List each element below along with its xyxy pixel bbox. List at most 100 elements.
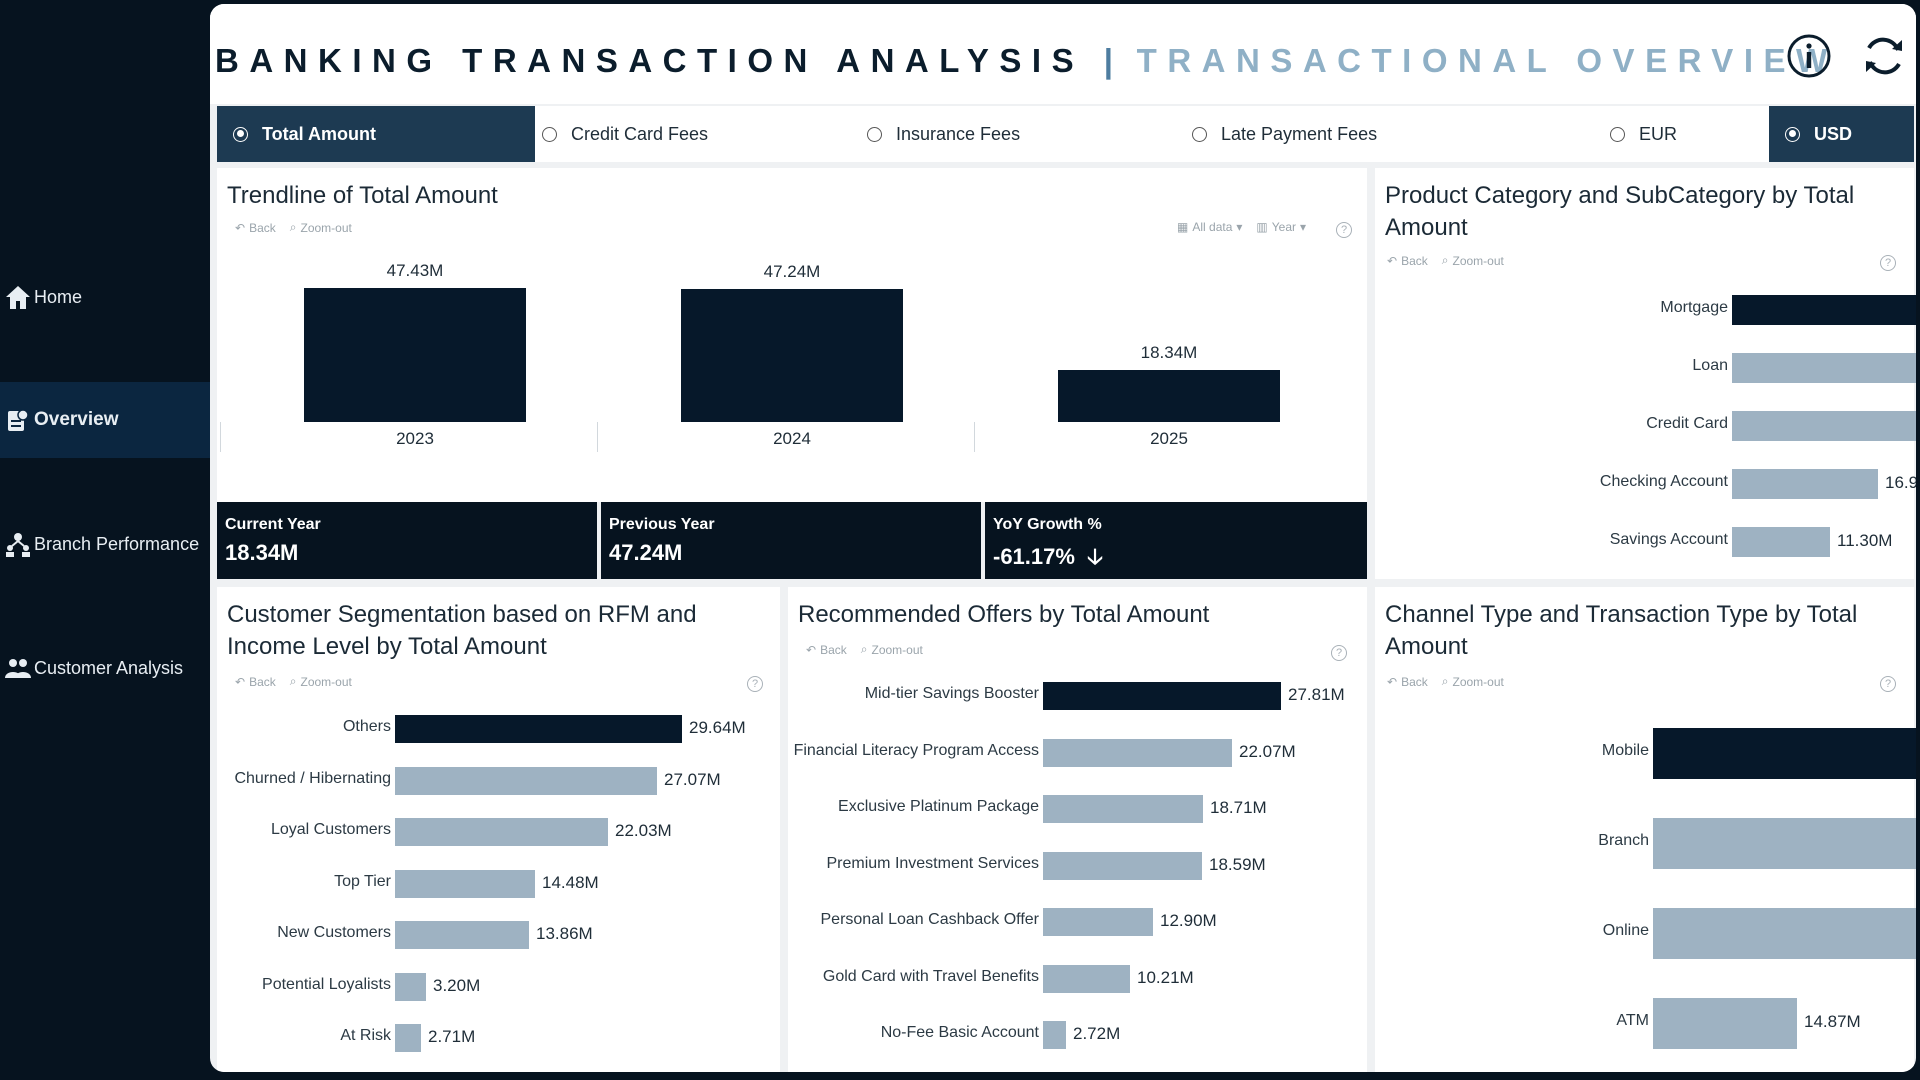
overview-icon: [8, 409, 29, 431]
zoom-out-icon: ⌕: [1441, 253, 1449, 267]
trend-bar: [304, 288, 526, 422]
kpi-yoy-growth: YoY Growth % -61.17% 🡣: [985, 502, 1367, 579]
segmentation-data-label: 14.48M: [542, 872, 599, 892]
channel-title: Channel Type and Transaction Type by Tot…: [1385, 601, 1858, 660]
segmentation-data-label: 13.86M: [536, 924, 593, 943]
trend-panel: Trendline of Total Amount ↶ Back ⌕ Zoom-ou…: [217, 168, 1367, 502]
product-bar: [1732, 295, 1916, 325]
home-icon: [6, 286, 30, 309]
chevron-down-icon: ▾: [1300, 220, 1307, 234]
zoom-out-label: Zoom-out: [871, 642, 923, 657]
sidebar: Home Overview Branch Performance Custome…: [0, 0, 210, 1080]
toggle-total-amount-label: Total Amount: [262, 123, 376, 144]
info-icon[interactable]: [1785, 32, 1833, 80]
zoom-out-label: Zoom-out: [1452, 674, 1504, 689]
all-data-dropdown[interactable]: ▦ All data ▾: [1177, 220, 1242, 234]
segmentation-data-label: 3.20M: [433, 975, 481, 995]
header: BANKING TRANSACTION ANALYSIS | TRANSACTI…: [210, 4, 1916, 104]
kpi-yoy-value-row: -61.17% 🡣: [993, 540, 1103, 578]
help-icon[interactable]: ?: [1336, 222, 1352, 238]
nav-home[interactable]: Home: [0, 259, 210, 335]
offers-bar: [1043, 795, 1203, 823]
back-button[interactable]: ↶ Back: [1387, 254, 1428, 268]
segmentation-bar: [395, 715, 682, 743]
radio-icon: [1192, 126, 1207, 142]
refresh-icon[interactable]: [1860, 32, 1908, 80]
nav-overview[interactable]: Overview: [0, 382, 210, 458]
zoom-out-button[interactable]: ⌕ Zoom-out: [1442, 253, 1504, 268]
trend-bar: [1058, 370, 1280, 422]
back-icon: ↶: [1387, 253, 1398, 268]
zoom-out-button[interactable]: ⌕ Zoom-out: [861, 642, 923, 657]
offers-bar: [1043, 738, 1232, 767]
toggle-credit-card-fees[interactable]: Credit Card Fees: [526, 106, 836, 162]
back-button[interactable]: ↶ Back: [1387, 675, 1428, 689]
kpi-previous-year-value: 47.24M: [609, 540, 683, 565]
offers-data-label: 22.07M: [1239, 741, 1296, 761]
channel-bar: [1653, 997, 1797, 1049]
toggle-insurance-fees[interactable]: Insurance Fees: [851, 106, 1161, 162]
zoom-out-label: Zoom-out: [300, 220, 352, 235]
toggle-total-amount[interactable]: Total Amount: [217, 106, 535, 162]
help-icon[interactable]: ?: [1331, 645, 1347, 661]
trend-bar: [681, 289, 903, 422]
zoom-out-label: Zoom-out: [300, 674, 352, 689]
zoom-out-icon: ⌕: [289, 220, 297, 234]
zoom-out-icon: ⌕: [289, 674, 297, 688]
radio-icon: [542, 126, 557, 142]
segmentation-data-label: 29.64M: [689, 718, 746, 737]
help-icon[interactable]: ?: [747, 676, 763, 692]
trend-axis-label: 2024: [773, 429, 811, 448]
nav-branch-performance[interactable]: Branch Performance: [0, 506, 210, 582]
offers-data-label: 18.71M: [1210, 798, 1267, 817]
main-canvas: BANKING TRANSACTION ANALYSIS | TRANSACTI…: [210, 4, 1916, 1072]
product-toolbar: ↶ Back ⌕ Zoom-out: [1387, 253, 1514, 268]
trend-toolbar: ↶ Back ⌕ Zoom-out: [235, 220, 362, 235]
segmentation-bar: [395, 869, 535, 898]
calendar-icon: ▦: [1177, 220, 1189, 234]
toggle-late-payment-fees[interactable]: Late Payment Fees: [1176, 106, 1506, 162]
toggle-insurance-fees-label: Insurance Fees: [896, 123, 1021, 144]
channel-panel: Channel Type and Transaction Type by Tot…: [1375, 587, 1916, 1072]
product-category-label: Mortgage: [1660, 299, 1728, 316]
segmentation-title: Customer Segmentation based on RFM and I…: [227, 601, 697, 660]
year-dropdown[interactable]: ▥ Year ▾: [1256, 220, 1306, 234]
year-label: Year: [1271, 220, 1296, 234]
offers-category-label: No-Fee Basic Account: [880, 1024, 1039, 1041]
channel-category-label: ATM: [1616, 1012, 1649, 1029]
toggle-usd[interactable]: USD: [1769, 106, 1914, 162]
back-button[interactable]: ↶ Back: [235, 221, 276, 235]
nav-customer-analysis[interactable]: Customer Analysis: [0, 630, 210, 706]
zoom-out-button[interactable]: ⌕ Zoom-out: [290, 674, 352, 689]
zoom-out-icon: ⌕: [860, 642, 868, 656]
back-button[interactable]: ↶ Back: [235, 675, 276, 689]
segmentation-data-label: 2.71M: [428, 1027, 476, 1046]
zoom-out-button[interactable]: ⌕ Zoom-out: [1442, 674, 1504, 689]
offers-category-label: Mid-tier Savings Booster: [864, 685, 1039, 702]
back-button[interactable]: ↶ Back: [806, 643, 847, 657]
toggle-eur[interactable]: EUR: [1594, 106, 1734, 162]
product-category-label: Savings Account: [1609, 531, 1728, 548]
product-bar: [1732, 469, 1878, 499]
channel-data-label: 14.87M: [1804, 1012, 1861, 1031]
radio-selected-icon: [1785, 126, 1800, 142]
back-label: Back: [249, 220, 276, 235]
nav-customer-label: Customer Analysis: [34, 657, 184, 678]
trend-axis-tick: [597, 422, 598, 452]
product-title: Product Category and SubCategory by Tota…: [1385, 182, 1855, 241]
help-icon[interactable]: ?: [1880, 676, 1896, 692]
zoom-out-icon: ⌕: [1441, 674, 1449, 688]
zoom-out-button[interactable]: ⌕ Zoom-out: [290, 220, 352, 235]
kpi-previous-year: Previous Year 47.24M: [601, 502, 981, 579]
segmentation-category-label: New Customers: [277, 924, 391, 941]
back-label: Back: [249, 674, 276, 689]
trend-filters: ▦ All data ▾ ▥ Year ▾: [1177, 220, 1316, 234]
page-title: BANKING TRANSACTION ANALYSIS | TRANSACTI…: [215, 42, 1838, 80]
product-panel: Product Category and SubCategory by Tota…: [1375, 168, 1916, 579]
offers-panel: Recommended Offers by Total Amount ↶ Back…: [788, 587, 1367, 1072]
back-label: Back: [820, 642, 847, 657]
help-icon[interactable]: ?: [1880, 255, 1896, 271]
offers-data-label: 18.59M: [1209, 854, 1266, 874]
offers-data-label: 10.21M: [1137, 967, 1194, 987]
product-bar: [1732, 353, 1916, 383]
